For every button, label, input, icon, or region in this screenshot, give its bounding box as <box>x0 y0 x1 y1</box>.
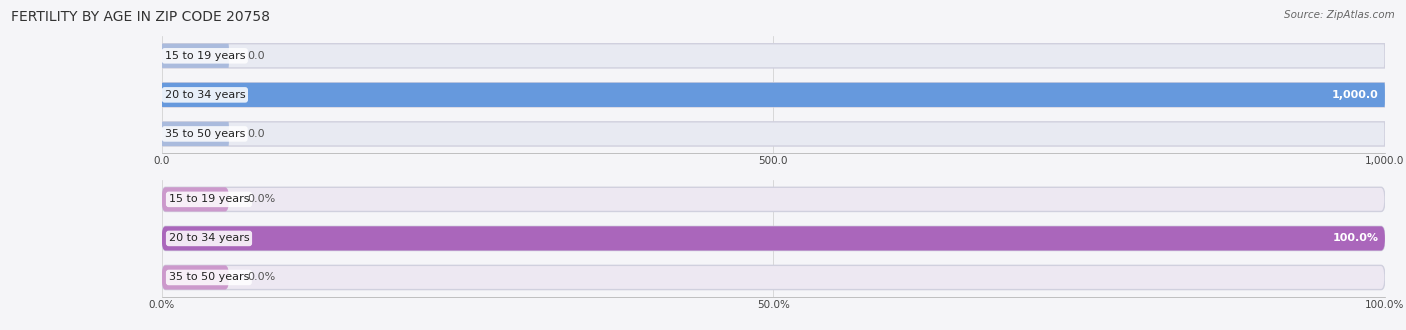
FancyBboxPatch shape <box>162 44 1385 68</box>
FancyBboxPatch shape <box>162 44 229 68</box>
Text: 35 to 50 years: 35 to 50 years <box>169 273 249 282</box>
FancyBboxPatch shape <box>162 187 1385 212</box>
Text: 20 to 34 years: 20 to 34 years <box>165 90 245 100</box>
Text: 0.0%: 0.0% <box>247 273 276 282</box>
Text: 1,000.0: 1,000.0 <box>1331 90 1379 100</box>
FancyBboxPatch shape <box>162 226 1385 250</box>
Text: 0.0%: 0.0% <box>247 194 276 204</box>
FancyBboxPatch shape <box>162 265 1385 290</box>
Text: 35 to 50 years: 35 to 50 years <box>165 129 245 139</box>
Text: 15 to 19 years: 15 to 19 years <box>165 51 245 61</box>
Text: 0.0: 0.0 <box>247 51 264 61</box>
FancyBboxPatch shape <box>162 83 1385 107</box>
Text: 20 to 34 years: 20 to 34 years <box>169 233 249 244</box>
FancyBboxPatch shape <box>162 265 229 290</box>
FancyBboxPatch shape <box>162 122 229 146</box>
FancyBboxPatch shape <box>162 187 229 212</box>
Text: FERTILITY BY AGE IN ZIP CODE 20758: FERTILITY BY AGE IN ZIP CODE 20758 <box>11 10 270 24</box>
FancyBboxPatch shape <box>162 83 1385 107</box>
FancyBboxPatch shape <box>162 226 1385 250</box>
Text: Source: ZipAtlas.com: Source: ZipAtlas.com <box>1284 10 1395 20</box>
Text: 100.0%: 100.0% <box>1333 233 1379 244</box>
Text: 15 to 19 years: 15 to 19 years <box>169 194 249 204</box>
Text: 0.0: 0.0 <box>247 129 264 139</box>
FancyBboxPatch shape <box>162 122 1385 146</box>
